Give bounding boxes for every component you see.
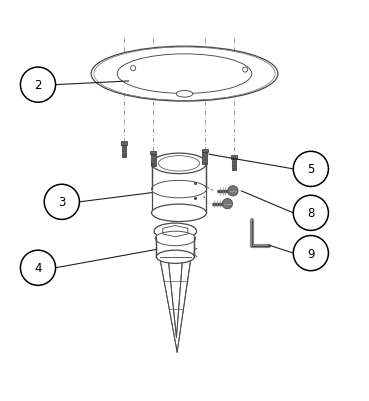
Ellipse shape: [152, 181, 207, 198]
Circle shape: [131, 67, 136, 71]
Circle shape: [222, 199, 232, 209]
FancyBboxPatch shape: [122, 146, 126, 158]
Ellipse shape: [152, 205, 207, 222]
Circle shape: [228, 186, 238, 196]
Circle shape: [44, 185, 79, 220]
Ellipse shape: [176, 91, 193, 98]
Text: 2: 2: [34, 79, 42, 92]
Circle shape: [243, 68, 248, 73]
Circle shape: [20, 251, 56, 286]
Text: 4: 4: [34, 261, 42, 275]
FancyBboxPatch shape: [232, 159, 236, 171]
Circle shape: [293, 196, 328, 231]
Polygon shape: [160, 257, 191, 352]
FancyBboxPatch shape: [202, 149, 208, 153]
Text: 3: 3: [58, 196, 66, 209]
FancyBboxPatch shape: [151, 155, 156, 166]
Text: 5: 5: [307, 163, 314, 176]
Ellipse shape: [154, 223, 197, 239]
Ellipse shape: [91, 47, 278, 102]
FancyBboxPatch shape: [121, 142, 127, 146]
Ellipse shape: [156, 251, 194, 264]
FancyBboxPatch shape: [203, 153, 207, 165]
FancyBboxPatch shape: [231, 156, 237, 159]
Circle shape: [293, 236, 328, 271]
Ellipse shape: [152, 154, 207, 174]
Text: 9: 9: [307, 247, 315, 260]
Ellipse shape: [155, 232, 196, 246]
FancyBboxPatch shape: [151, 151, 156, 155]
Circle shape: [20, 68, 56, 103]
Circle shape: [293, 152, 328, 187]
Text: 8: 8: [307, 207, 314, 220]
